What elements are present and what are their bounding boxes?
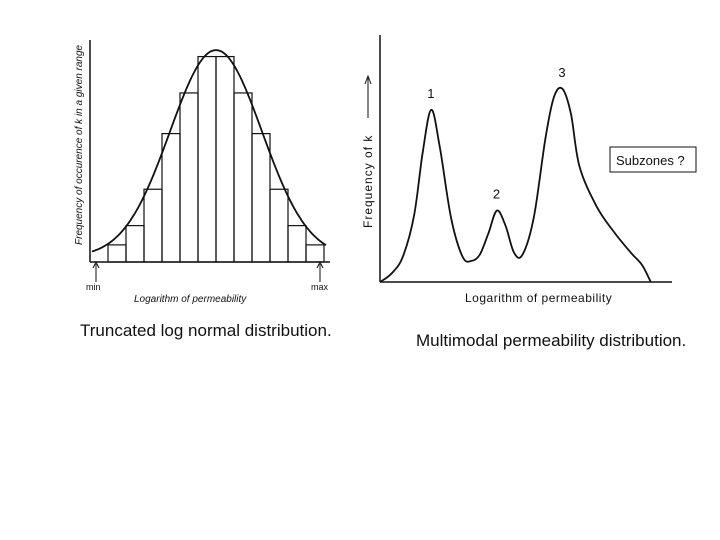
peak-labels: 1 2 3 [427,65,565,202]
left-x-axis-label: Logarithm of permeability [134,294,247,305]
y-direction-arrowhead [364,74,372,85]
histogram-bar [269,188,289,263]
histogram-bar [143,188,163,263]
left-y-axis-label: Frequency of occurence of k in a given r… [74,44,85,245]
histogram-bar [125,225,145,263]
x-max-label: max [311,282,329,292]
min-arrowhead [92,260,100,269]
histogram-bars [107,55,325,263]
histogram-bar [287,225,307,263]
subzones-box [609,146,697,173]
right-chart: Frequency of k 1 2 3 Subzones ? Logarithm … [361,35,697,350]
histogram-bar [305,244,325,263]
histogram-bar [215,55,235,263]
peak-label-2: 2 [493,187,500,202]
lognormal-curve [91,49,327,253]
peak-label-1: 1 [427,86,434,101]
right-y-axis-label: Frequency of k [361,135,375,228]
multimodal-curve [379,86,652,283]
right-caption: Multimodal permeability distribution. [416,331,686,350]
histogram-bar [251,133,271,263]
histogram-bar [197,55,217,263]
histogram-bar [179,92,199,263]
right-x-axis-label: Logarithm of permeability [465,291,612,305]
x-min-label: min [86,282,101,292]
histogram-bar [161,133,181,263]
left-caption: Truncated log normal distribution. [80,321,332,340]
histogram-bar [107,244,127,263]
subzones-annotation: Subzones ? [616,153,685,168]
histogram-bar [233,92,253,263]
peak-label-3: 3 [558,65,565,80]
left-chart: Frequency of occurence of k in a given r… [74,40,332,340]
max-arrowhead [316,260,324,269]
